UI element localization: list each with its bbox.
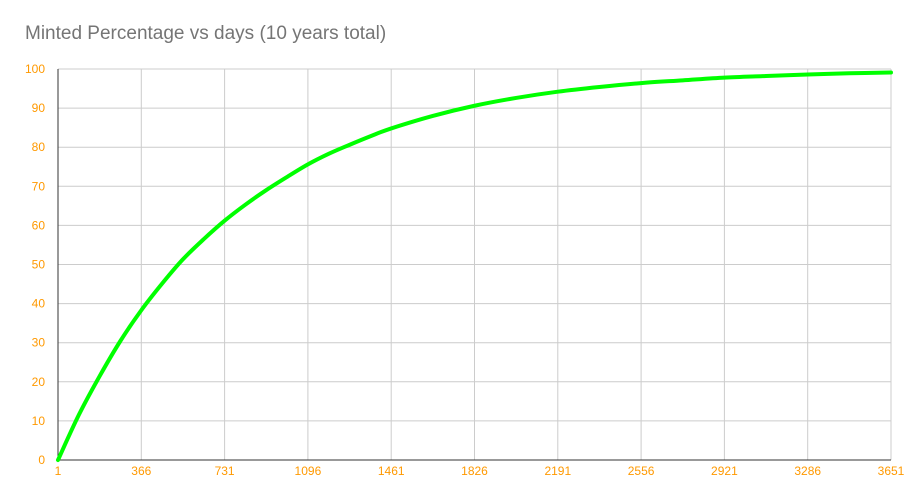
y-tick-label: 90 xyxy=(32,101,46,115)
grid-lines xyxy=(58,68,892,460)
x-tick-label: 3286 xyxy=(794,464,821,478)
y-tick-label: 20 xyxy=(32,375,46,389)
x-tick-label: 2191 xyxy=(544,464,571,478)
x-tick-label: 1 xyxy=(55,464,62,478)
y-tick-label: 30 xyxy=(32,336,46,350)
series-line-0 xyxy=(56,70,893,462)
x-tick-label: 2921 xyxy=(711,464,738,478)
y-tick-label: 100 xyxy=(25,62,45,76)
y-tick-label: 80 xyxy=(32,140,46,154)
y-tick-label: 40 xyxy=(32,297,46,311)
y-tick-label: 60 xyxy=(32,218,46,232)
x-tick-label: 1826 xyxy=(461,464,488,478)
axes xyxy=(57,69,891,461)
y-tick-label: 10 xyxy=(32,414,46,428)
chart-title: Minted Percentage vs days (10 years tota… xyxy=(25,23,387,44)
y-tick-label: 70 xyxy=(32,179,46,193)
x-tick-label: 3651 xyxy=(878,464,905,478)
x-tick-label: 366 xyxy=(131,464,151,478)
x-tick-labels: 1 366 731 1096 1461 1826 2191 2556 2921 3286 3651 xyxy=(55,464,905,478)
x-tick-label: 2556 xyxy=(628,464,655,478)
series-layer xyxy=(56,70,893,462)
x-tick-label: 1461 xyxy=(378,464,405,478)
y-tick-label: 0 xyxy=(38,453,45,467)
x-tick-label: 731 xyxy=(215,464,235,478)
y-tick-label: 50 xyxy=(32,258,46,272)
y-tick-labels: 0 10 20 30 40 50 60 70 80 90 100 xyxy=(25,62,45,467)
x-tick-label: 1096 xyxy=(295,464,322,478)
